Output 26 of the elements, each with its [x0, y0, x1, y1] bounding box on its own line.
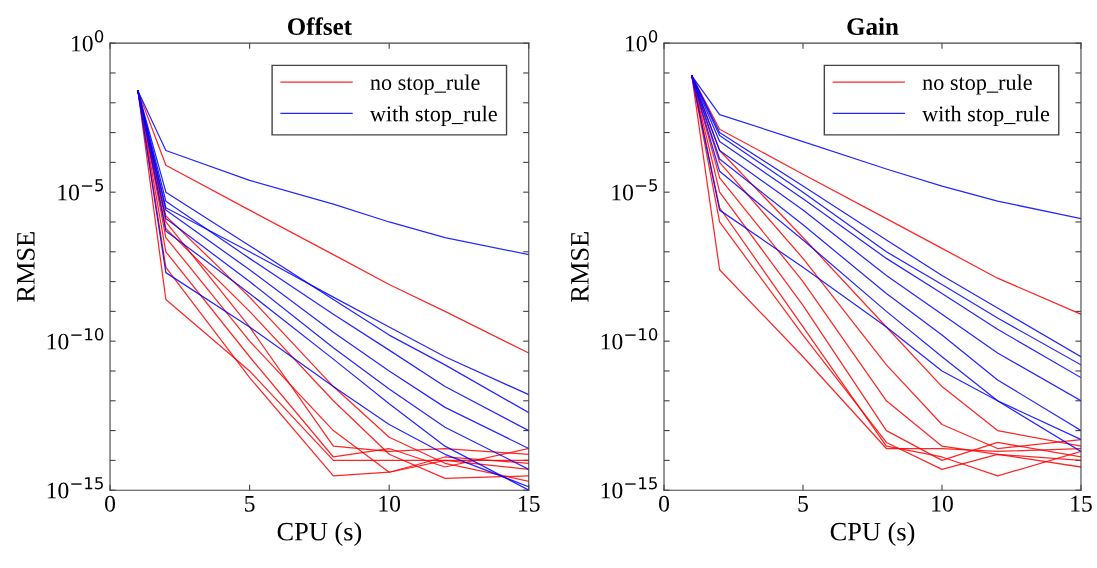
- x-tick-label: 10: [932, 495, 953, 512]
- y-tick-label: 10$^{−5}$: [612, 179, 658, 201]
- chart-title: Offset: [287, 17, 352, 36]
- x-axis-title: CPU (s): [277, 522, 362, 546]
- x-tick-label: 15: [1071, 495, 1092, 512]
- y-axis-title: RMSE: [17, 232, 35, 302]
- y-tick-label: 10$^{0}$: [626, 30, 658, 52]
- chart-title: Gain: [847, 17, 899, 36]
- y-tick-label: 10$^{−5}$: [58, 179, 104, 201]
- x-tick-label: 5: [798, 495, 808, 512]
- x-tick-label: 5: [245, 495, 255, 512]
- y-tick-label: 10$^{−15}$: [47, 477, 103, 499]
- x-tick-label: 0: [105, 495, 116, 512]
- x-tick-label: 0: [659, 495, 670, 512]
- y-axis-title: RMSE: [571, 232, 589, 302]
- x-tick-label: 15: [519, 495, 540, 512]
- legend-label: no stop_rule: [370, 74, 480, 95]
- legend-label: with stop_rule: [369, 105, 497, 126]
- y-tick-label: 10$^{−10}$: [47, 328, 104, 350]
- y-tick-label: 10$^{−15}$: [601, 477, 657, 499]
- x-axis-title: CPU (s): [830, 522, 915, 546]
- y-tick-label: 10$^{−10}$: [601, 328, 658, 350]
- legend-label: no stop_rule: [922, 74, 1032, 95]
- y-tick-label: 10$^{0}$: [72, 30, 104, 52]
- legend-label: with stop_rule: [922, 105, 1050, 126]
- x-tick-label: 10: [379, 495, 401, 512]
